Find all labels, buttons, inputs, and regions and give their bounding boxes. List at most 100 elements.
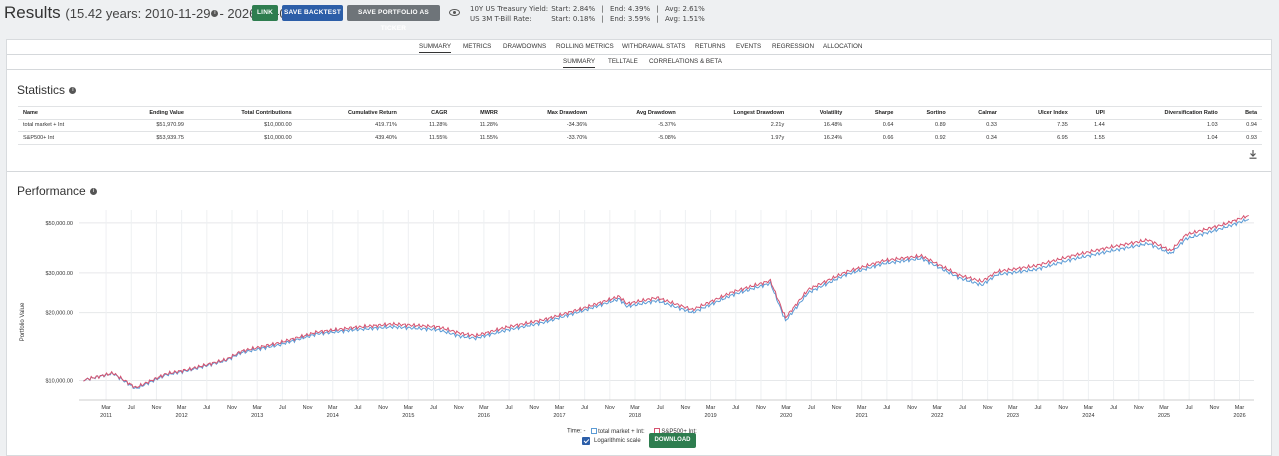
table-cell: $10,000.00 bbox=[188, 118, 297, 132]
y-axis-label: Portfolio Value bbox=[20, 302, 26, 341]
x-tick-label: Nov bbox=[454, 405, 464, 411]
tab-summary[interactable]: SUMMARY bbox=[419, 43, 452, 53]
y-tick-label: $20,000.00 bbox=[45, 311, 73, 317]
x-tick-year-label: 2019 bbox=[704, 413, 716, 419]
x-tick-label: Nov bbox=[227, 405, 237, 411]
table-cell: -33.70% bbox=[502, 131, 593, 145]
tab-allocation[interactable]: ALLOCATION bbox=[823, 43, 863, 50]
rate-sep: | bbox=[656, 15, 659, 23]
table-cell: 1.03 bbox=[1109, 118, 1223, 132]
x-tick-label: Jul bbox=[430, 405, 437, 411]
x-tick-year-label: 2023 bbox=[1007, 413, 1019, 419]
info-icon[interactable]: i bbox=[211, 10, 219, 18]
tab-rolling-metrics[interactable]: ROLLING METRICS bbox=[556, 43, 614, 50]
main-tabs: SUMMARY METRICS DRAWDOWNS ROLLING METRIC… bbox=[7, 40, 1271, 55]
x-tick-year-label: 2025 bbox=[1158, 413, 1170, 419]
eye-icon[interactable] bbox=[449, 9, 460, 16]
x-tick-label: Jul bbox=[581, 405, 588, 411]
x-tick-label: Mar bbox=[857, 405, 867, 411]
x-tick-label: Nov bbox=[1058, 405, 1068, 411]
legend-label: S&P500+ Int: bbox=[661, 428, 697, 435]
statistics-title: Statistics i bbox=[17, 83, 77, 97]
treasury-label: 10Y US Treasury Yield: bbox=[470, 5, 549, 13]
info-icon[interactable]: i bbox=[90, 188, 98, 196]
save-backtest-button[interactable]: SAVE BACKTEST bbox=[282, 5, 343, 21]
x-tick-year-label: 2013 bbox=[251, 413, 263, 419]
column-header[interactable]: Avg Drawdown bbox=[592, 106, 681, 119]
table-cell: 439.40% bbox=[296, 131, 402, 145]
x-tick-label: Mar bbox=[630, 405, 640, 411]
rate-sep: | bbox=[601, 5, 604, 13]
x-tick-year-label: 2012 bbox=[176, 413, 188, 419]
subtab-summary[interactable]: SUMMARY bbox=[563, 58, 596, 68]
tab-regression[interactable]: REGRESSION bbox=[772, 43, 814, 50]
legend-total-market[interactable]: total market + Int: bbox=[591, 428, 645, 435]
column-header[interactable]: Name bbox=[18, 106, 110, 119]
x-tick-label: Jul bbox=[506, 405, 513, 411]
column-header[interactable]: Volatility bbox=[789, 106, 848, 119]
x-tick-label: Mar bbox=[252, 405, 262, 411]
table-cell: -5.08% bbox=[592, 131, 681, 145]
column-header[interactable]: Max Drawdown bbox=[502, 106, 593, 119]
table-cell: 11.55% bbox=[452, 131, 503, 145]
column-header[interactable]: MWRR bbox=[452, 106, 503, 119]
download-button[interactable]: DOWNLOAD bbox=[649, 433, 696, 448]
table-cell: 419.71% bbox=[296, 118, 402, 132]
rate-sep: | bbox=[656, 5, 659, 13]
table-cell: 0.93 bbox=[1222, 131, 1262, 145]
results-period: (15.42 years: 2010-11-29 bbox=[65, 6, 211, 21]
download-icon[interactable] bbox=[1249, 150, 1257, 159]
table-cell: -5.37% bbox=[592, 118, 681, 132]
column-header[interactable]: UPI bbox=[1072, 106, 1110, 119]
info-icon[interactable]: i bbox=[69, 87, 77, 95]
x-tick-label: Mar bbox=[1084, 405, 1094, 411]
tab-returns[interactable]: RETURNS bbox=[695, 43, 726, 50]
column-header[interactable]: Ulcer Index bbox=[1001, 106, 1073, 119]
column-header[interactable]: Sortino bbox=[898, 106, 951, 119]
column-header[interactable]: CAGR bbox=[401, 106, 453, 119]
treasury-end: End: 4.39% bbox=[609, 5, 651, 13]
x-tick-label: Nov bbox=[907, 405, 917, 411]
table-cell: total market + Int bbox=[18, 118, 110, 132]
y-tick-label: $50,000.00 bbox=[45, 221, 73, 227]
performance-chart: $10,000.00 $20,000.00 $30,000.00 $50,000.00… bbox=[20, 210, 1254, 419]
column-header[interactable]: Diversification Ratio bbox=[1109, 106, 1223, 119]
x-tick-label: Jul bbox=[1186, 405, 1193, 411]
log-scale-checkbox[interactable] bbox=[582, 437, 590, 445]
link-button[interactable]: LINK bbox=[252, 5, 278, 21]
table-body: total market + Int $51,970.99 $10,000.00 41… bbox=[18, 118, 1262, 145]
x-tick-labels: Mar 2011 Jul Nov Mar 2012 Jul Nov Mar 2013 Jul Nov M… bbox=[100, 405, 1245, 419]
time-label: Time: - bbox=[567, 428, 586, 435]
column-header[interactable]: Calmar bbox=[950, 106, 1002, 119]
x-tick-label: Jul bbox=[657, 405, 664, 411]
subtab-telltale[interactable]: TELLTALE bbox=[608, 58, 638, 65]
table-cell: 7.35 bbox=[1001, 118, 1073, 132]
x-tick-label: Jul bbox=[128, 405, 135, 411]
table-cell: 1.44 bbox=[1072, 118, 1110, 132]
x-tick-label: Mar bbox=[933, 405, 943, 411]
column-header[interactable]: Total Contributions bbox=[188, 106, 297, 119]
tab-events[interactable]: EVENTS bbox=[736, 43, 762, 50]
sub-tabs: SUMMARY TELLTALE CORRELATIONS & BETA bbox=[7, 55, 1271, 70]
column-header[interactable]: Beta bbox=[1222, 106, 1262, 119]
tab-drawdowns[interactable]: DRAWDOWNS bbox=[503, 43, 547, 50]
x-tick-year-label: 2016 bbox=[478, 413, 490, 419]
x-tick-year-label: 2011 bbox=[100, 413, 112, 419]
column-header[interactable]: Cumulative Return bbox=[296, 106, 402, 119]
column-header[interactable]: Sharpe bbox=[847, 106, 899, 119]
x-tick-label: Nov bbox=[378, 405, 388, 411]
x-tick-label: Mar bbox=[101, 405, 111, 411]
treasury-start: Start: 2.84% bbox=[551, 5, 596, 13]
x-tick-label: Mar bbox=[479, 405, 489, 411]
tab-withdrawal-stats[interactable]: WITHDRAWAL STATS bbox=[622, 43, 686, 50]
subtab-correlations-beta[interactable]: CORRELATIONS & BETA bbox=[649, 58, 722, 65]
table-row: total market + Int $51,970.99 $10,000.00 41… bbox=[18, 118, 1262, 132]
save-portfolio-as-ticker-button[interactable]: SAVE PORTFOLIO AS TICKER bbox=[347, 5, 440, 32]
column-header[interactable]: Ending Value bbox=[109, 106, 189, 119]
x-tick-label: Nov bbox=[1209, 405, 1219, 411]
table-cell: 0.94 bbox=[1222, 118, 1262, 132]
tbill-label: US 3M T-Bill Rate: bbox=[470, 15, 532, 23]
table-cell: -34.36% bbox=[502, 118, 593, 132]
column-header[interactable]: Longest Drawdown bbox=[680, 106, 790, 119]
tab-metrics[interactable]: METRICS bbox=[463, 43, 492, 50]
